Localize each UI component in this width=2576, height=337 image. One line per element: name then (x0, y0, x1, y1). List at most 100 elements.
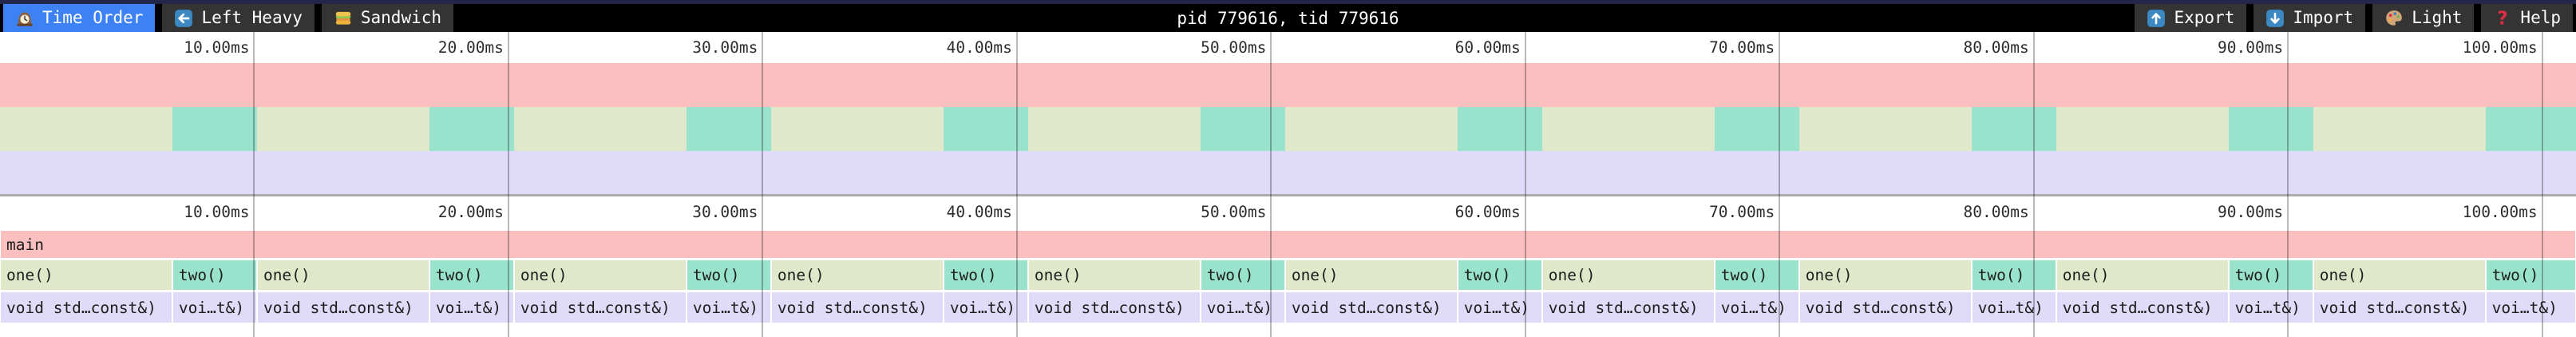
frame-one[interactable]: one() (257, 260, 429, 290)
time-ruler-bottom: 10.00ms 20.00ms 30.00ms 40.00ms 50.00ms 60.00… (0, 194, 2576, 228)
frame-voi-t[interactable]: voi…t&) (2229, 292, 2313, 323)
minimap-segment (2228, 107, 2313, 151)
frame-voi-t[interactable]: voi…t&) (2486, 292, 2575, 323)
frame-two[interactable]: two() (2229, 260, 2313, 290)
minimap-segment (943, 107, 1028, 151)
tab-left-heavy[interactable]: Left Heavy (162, 4, 315, 32)
frame-one[interactable]: one() (1799, 260, 1971, 290)
minimap[interactable] (0, 63, 2576, 194)
button-label: Export (2174, 8, 2235, 27)
frame-voi-t[interactable]: voi…t&) (944, 292, 1027, 323)
frame-void-std-const[interactable]: void std…const&) (1542, 292, 1714, 323)
ruler-tick-label: 50.00ms (1201, 38, 1267, 57)
minimap-segment (0, 151, 172, 194)
button-import[interactable]: Import (2254, 4, 2366, 32)
tab-time-order[interactable]: Time Order (3, 4, 156, 32)
button-light[interactable]: Light (2372, 4, 2475, 32)
frame-two[interactable]: two() (429, 260, 513, 290)
frame-one[interactable]: one() (1, 260, 172, 290)
minimap-segment (429, 107, 514, 151)
tab-label: Time Order (42, 8, 144, 27)
flamechart: main one() two() one() two() one() two() one() t… (0, 228, 2576, 337)
frame-one[interactable]: one() (1028, 260, 1200, 290)
tab-label: Left Heavy (201, 8, 303, 27)
frame-void-std-const[interactable]: void std…const&) (2313, 292, 2485, 323)
frame-one[interactable]: one() (1542, 260, 1714, 290)
button-export[interactable]: Export (2135, 4, 2247, 32)
svg-text:?: ? (2498, 9, 2508, 28)
frame-two[interactable]: two() (1201, 260, 1284, 290)
view-tabs: Time Order Left Heavy Sandwich (3, 4, 454, 32)
minimap-segment (770, 151, 944, 194)
frame-voi-t[interactable]: voi…t&) (1458, 292, 1541, 323)
time-ruler-top: 10.00ms 20.00ms 30.00ms 40.00ms 50.00ms 60.00… (0, 32, 2576, 63)
frame-void-std-const[interactable]: void std…const&) (1, 292, 172, 323)
minimap-segment (1541, 151, 1715, 194)
minimap-segment (513, 107, 687, 151)
minimap-segment (1971, 151, 2056, 194)
frame-voi-t[interactable]: voi…t&) (1972, 292, 2056, 323)
frame-two[interactable]: two() (1458, 260, 1541, 290)
minimap-segment (256, 107, 429, 151)
minimap-segment (1200, 151, 1285, 194)
frame-void-std-const[interactable]: void std…const&) (1285, 292, 1457, 323)
frame-voi-t[interactable]: voi…t&) (172, 292, 256, 323)
ruler-tick-label: 70.00ms (1709, 38, 1775, 57)
flame-row-depth-2: void std…const&) voi…t&) void std…const&) v… (0, 292, 2576, 323)
frame-voi-t[interactable]: voi…t&) (429, 292, 513, 323)
frame-voi-t[interactable]: voi…t&) (687, 292, 770, 323)
minimap-segment (1714, 151, 1799, 194)
frame-void-std-const[interactable]: void std…const&) (2056, 292, 2228, 323)
frame-one[interactable]: one() (2056, 260, 2228, 290)
palette-icon (2384, 9, 2404, 28)
frame-main[interactable]: main (1, 231, 2575, 258)
minimap-band-depth-1 (0, 107, 2576, 151)
ruler-tick-label: 40.00ms (946, 38, 1012, 57)
frame-two[interactable]: two() (1715, 260, 1798, 290)
minimap-segment (1457, 151, 1542, 194)
frame-one[interactable]: one() (1285, 260, 1457, 290)
frame-void-std-const[interactable]: void std…const&) (771, 292, 943, 323)
minimap-segment (943, 151, 1028, 194)
ruler-tick-label: 30.00ms (692, 38, 758, 57)
toolbar-actions: Export Import Light ? Help (2135, 4, 2573, 32)
frame-void-std-const[interactable]: void std…const&) (514, 292, 686, 323)
frame-two[interactable]: two() (2486, 260, 2575, 290)
minimap-segment (172, 107, 257, 151)
minimap-segment (2313, 107, 2486, 151)
minimap-segment (2485, 107, 2576, 151)
button-label: Light (2412, 8, 2463, 27)
minimap-segment (1457, 107, 1542, 151)
ruler-tick-label: 100.00ms (2462, 203, 2538, 221)
sandwich-icon (334, 9, 353, 28)
frame-one[interactable]: one() (2313, 260, 2485, 290)
frame-two[interactable]: two() (687, 260, 770, 290)
ruler-tick-label: 80.00ms (1963, 203, 2029, 221)
minimap-segment (0, 107, 172, 151)
minimap-band-depth-2 (0, 151, 2576, 194)
minimap-segment (2313, 151, 2486, 194)
minimap-segment (1541, 107, 1715, 151)
ruler-tick-label: 10.00ms (184, 203, 250, 221)
frame-two[interactable]: two() (1972, 260, 2056, 290)
minimap-segment (1971, 107, 2056, 151)
frame-two[interactable]: two() (172, 260, 256, 290)
minimap-segment (172, 151, 257, 194)
ruler-tick-label: 60.00ms (1454, 38, 1521, 57)
frame-voi-t[interactable]: voi…t&) (1201, 292, 1284, 323)
frame-void-std-const[interactable]: void std…const&) (1028, 292, 1200, 323)
button-help[interactable]: ? Help (2481, 4, 2573, 32)
frame-void-std-const[interactable]: void std…const&) (1799, 292, 1971, 323)
frame-void-std-const[interactable]: void std…const&) (257, 292, 429, 323)
minimap-segment (1798, 151, 1972, 194)
minimap-segment (2485, 151, 2576, 194)
frame-one[interactable]: one() (771, 260, 943, 290)
minimap-segment (1200, 107, 1285, 151)
ruler-tick-label: 80.00ms (1963, 38, 2029, 57)
frame-two[interactable]: two() (944, 260, 1027, 290)
frame-voi-t[interactable]: voi…t&) (1715, 292, 1798, 323)
minimap-segment (1027, 107, 1201, 151)
frame-one[interactable]: one() (514, 260, 686, 290)
toolbar-top-strip (0, 0, 2576, 4)
tab-sandwich[interactable]: Sandwich (321, 4, 454, 32)
